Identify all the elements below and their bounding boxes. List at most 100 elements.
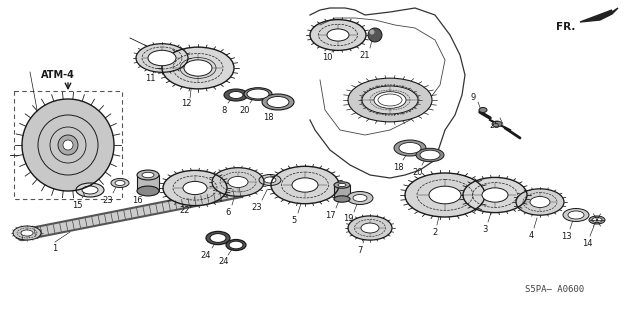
Text: S5PA– A0600: S5PA– A0600 [525, 285, 584, 294]
Ellipse shape [229, 92, 243, 99]
Ellipse shape [369, 29, 374, 35]
Text: 17: 17 [324, 211, 335, 220]
Ellipse shape [115, 180, 125, 186]
Ellipse shape [361, 223, 379, 233]
Text: 18: 18 [262, 113, 273, 122]
Text: 22: 22 [180, 205, 190, 214]
Ellipse shape [206, 231, 230, 244]
Ellipse shape [60, 137, 76, 153]
Text: 23: 23 [102, 196, 113, 204]
FancyBboxPatch shape [137, 175, 159, 191]
Text: 8: 8 [221, 106, 227, 115]
Text: 9: 9 [470, 92, 476, 101]
Ellipse shape [267, 97, 289, 108]
Ellipse shape [482, 188, 508, 202]
Ellipse shape [137, 170, 159, 180]
Ellipse shape [137, 186, 159, 196]
Ellipse shape [13, 226, 41, 240]
Ellipse shape [264, 177, 276, 183]
Ellipse shape [568, 211, 584, 219]
Ellipse shape [292, 178, 318, 192]
Text: 20: 20 [240, 106, 250, 115]
Ellipse shape [228, 177, 248, 188]
Ellipse shape [262, 94, 294, 110]
Text: 14: 14 [582, 238, 592, 247]
Text: 20: 20 [413, 167, 423, 177]
Ellipse shape [563, 209, 589, 221]
Ellipse shape [338, 183, 346, 187]
Ellipse shape [416, 148, 444, 162]
Ellipse shape [334, 196, 350, 202]
Text: 4: 4 [529, 230, 534, 239]
Text: 19: 19 [343, 213, 353, 222]
Text: 10: 10 [322, 52, 332, 61]
Text: 1: 1 [52, 244, 58, 252]
Ellipse shape [82, 186, 98, 194]
Ellipse shape [226, 239, 246, 251]
Ellipse shape [347, 191, 373, 204]
Polygon shape [580, 8, 618, 22]
Ellipse shape [183, 181, 207, 195]
Text: 5: 5 [291, 215, 296, 225]
Ellipse shape [399, 142, 421, 154]
Ellipse shape [334, 182, 350, 188]
Text: 7: 7 [357, 245, 363, 254]
Ellipse shape [310, 20, 366, 51]
Ellipse shape [362, 86, 418, 114]
Text: 3: 3 [483, 225, 488, 234]
Ellipse shape [348, 216, 392, 240]
Ellipse shape [148, 50, 176, 66]
Ellipse shape [184, 60, 212, 76]
Ellipse shape [162, 47, 234, 89]
Ellipse shape [327, 29, 349, 41]
Ellipse shape [111, 179, 129, 188]
Ellipse shape [229, 241, 243, 249]
Text: 16: 16 [132, 196, 142, 204]
Ellipse shape [374, 92, 406, 108]
Ellipse shape [378, 94, 402, 106]
Ellipse shape [76, 183, 104, 197]
Text: 21: 21 [360, 51, 371, 60]
Text: 18: 18 [393, 163, 403, 172]
Ellipse shape [463, 177, 527, 212]
Text: 11: 11 [145, 74, 156, 83]
Ellipse shape [58, 135, 78, 155]
Ellipse shape [479, 108, 487, 113]
Ellipse shape [142, 172, 154, 178]
Ellipse shape [353, 195, 367, 202]
Text: 25: 25 [490, 121, 500, 130]
Ellipse shape [589, 216, 605, 224]
Text: 13: 13 [561, 231, 572, 241]
Text: 15: 15 [72, 201, 83, 210]
Ellipse shape [516, 189, 564, 215]
Ellipse shape [348, 78, 432, 122]
Text: 6: 6 [225, 207, 230, 217]
Text: 24: 24 [201, 251, 211, 260]
Ellipse shape [247, 89, 269, 99]
Ellipse shape [163, 171, 227, 206]
Ellipse shape [368, 28, 382, 42]
Ellipse shape [405, 173, 485, 217]
Ellipse shape [21, 230, 33, 236]
Ellipse shape [244, 88, 272, 100]
Text: ATM-4: ATM-4 [41, 70, 75, 80]
Text: FR.: FR. [556, 22, 575, 32]
Ellipse shape [530, 196, 550, 207]
Ellipse shape [136, 44, 188, 72]
Ellipse shape [592, 218, 602, 222]
Ellipse shape [212, 168, 264, 196]
Ellipse shape [210, 234, 226, 243]
Ellipse shape [492, 121, 502, 127]
Text: 12: 12 [180, 99, 191, 108]
Ellipse shape [224, 89, 248, 101]
Text: 23: 23 [252, 203, 262, 212]
FancyBboxPatch shape [334, 185, 350, 199]
Ellipse shape [394, 140, 426, 156]
Ellipse shape [420, 150, 440, 160]
Text: 24: 24 [219, 258, 229, 267]
Ellipse shape [429, 186, 461, 204]
Ellipse shape [63, 140, 73, 150]
Ellipse shape [22, 99, 114, 191]
Text: 2: 2 [433, 228, 438, 236]
Ellipse shape [271, 166, 339, 204]
